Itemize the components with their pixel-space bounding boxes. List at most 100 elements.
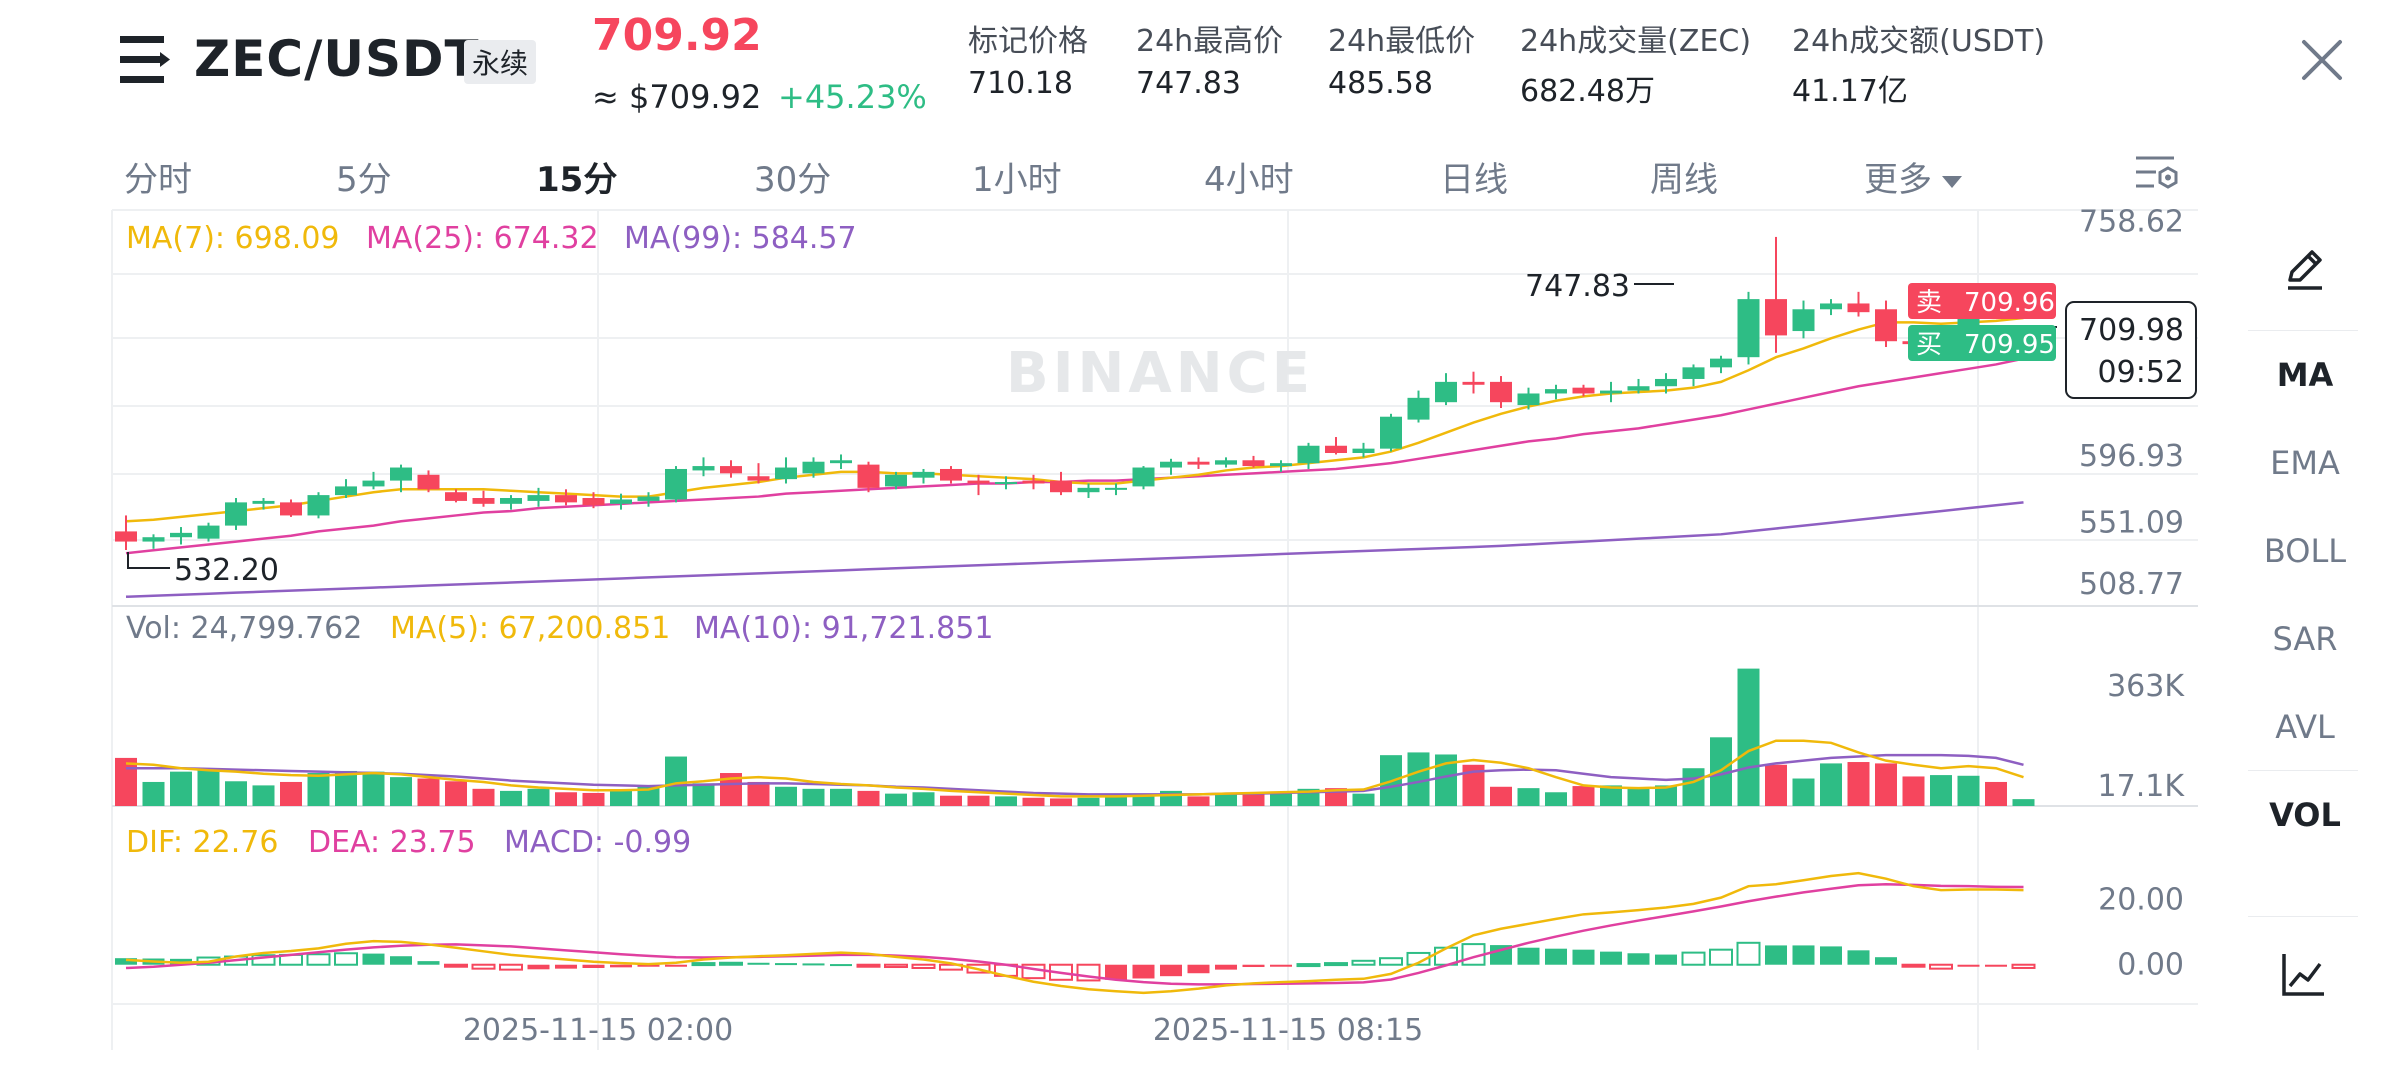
candle-body xyxy=(1380,416,1402,449)
candle xyxy=(940,466,962,484)
macd-bar xyxy=(2011,963,2036,969)
volume-ma-lines xyxy=(125,739,2024,798)
candle-body xyxy=(280,502,302,516)
volume-bar xyxy=(1187,796,1210,806)
volume-bar xyxy=(720,773,742,806)
tab-timeline[interactable]: 分时 xyxy=(124,160,192,200)
candle-body xyxy=(555,495,577,503)
countdown: 09:52 xyxy=(2098,355,2184,390)
candle xyxy=(1765,236,1787,353)
macd-bar xyxy=(1132,964,1155,979)
ask-price: 709.96 xyxy=(1964,288,2055,318)
low-marker-label: 532.20 xyxy=(174,553,279,588)
volume-bar xyxy=(1545,792,1567,806)
volume-bar xyxy=(1627,788,1650,806)
tab-4h[interactable]: 4小时 xyxy=(1204,160,1294,200)
macd-bar xyxy=(1875,957,1897,965)
ma99-line xyxy=(125,501,2024,598)
volume-bar xyxy=(1930,775,1952,806)
candle xyxy=(1545,384,1567,400)
macd-bar xyxy=(499,963,523,971)
volume-bar xyxy=(2012,799,2035,806)
candle-body xyxy=(1407,397,1430,420)
macd-bar xyxy=(637,964,660,967)
volume-bar xyxy=(1215,794,1237,806)
indicator-boll[interactable]: BOLL xyxy=(2263,532,2347,570)
change-percent: +45.23% xyxy=(778,78,927,116)
indicator-ema[interactable]: EMA xyxy=(2270,444,2340,482)
candle-body xyxy=(335,486,357,496)
macd-bar xyxy=(1985,964,2007,967)
macd-bar xyxy=(1627,953,1650,965)
indicator-sar[interactable]: SAR xyxy=(2272,620,2338,658)
tab-5m[interactable]: 5分 xyxy=(336,160,392,200)
indicator-vol[interactable]: VOL xyxy=(2269,796,2341,834)
turnover-24h-value: 41.17亿 xyxy=(1792,74,1908,109)
volume-bar xyxy=(1765,764,1787,806)
volume-bar xyxy=(885,793,907,806)
volume-bar xyxy=(637,786,660,806)
tab-more[interactable]: 更多 xyxy=(1864,152,1962,201)
candle-body xyxy=(747,476,770,481)
candle xyxy=(912,468,935,484)
macd-bar xyxy=(610,964,632,968)
price-tick: 758.62 xyxy=(2079,204,2184,239)
tab-daily[interactable]: 日线 xyxy=(1440,160,1508,200)
close-icon[interactable] xyxy=(2298,36,2346,84)
usd-price: ≈ $709.92 xyxy=(592,78,762,116)
chart-settings-icon[interactable] xyxy=(2134,154,2180,196)
candle xyxy=(747,463,770,484)
candle xyxy=(225,498,247,530)
candle xyxy=(802,457,825,478)
candle xyxy=(1077,483,1100,499)
candle xyxy=(335,479,357,499)
pair-title[interactable]: ZEC/USDT xyxy=(194,30,480,88)
x-label-2: 2025-11-15 08:15 xyxy=(1153,1013,1423,1048)
indicator-avl[interactable]: AVL xyxy=(2275,708,2335,746)
candle xyxy=(1682,364,1705,387)
candle xyxy=(1737,291,1760,365)
candle xyxy=(885,471,907,490)
candle-body xyxy=(1462,381,1485,385)
candle xyxy=(1490,376,1512,408)
mark-price-value: 710.18 xyxy=(968,66,1073,101)
volume-bar xyxy=(362,771,385,806)
macd-bar xyxy=(444,963,468,968)
dea-line xyxy=(125,882,2024,986)
ask-badge: 卖 709.96 xyxy=(1908,283,2056,319)
draw-pen-icon[interactable] xyxy=(2282,246,2328,292)
candle xyxy=(1655,373,1677,394)
candle xyxy=(582,492,605,509)
dea-legend: DEA: 23.75 xyxy=(308,825,476,860)
volume-bar xyxy=(912,792,935,806)
candle-body xyxy=(802,461,825,474)
macd-bar xyxy=(1709,948,1733,966)
macd-bar xyxy=(306,953,331,966)
tab-15m[interactable]: 15分 xyxy=(536,160,618,200)
indicator-ma[interactable]: MA xyxy=(2276,356,2334,394)
macd-bar xyxy=(1324,962,1348,967)
ma7-line xyxy=(125,316,2024,523)
volume-bar xyxy=(1985,781,2007,806)
macd-bar xyxy=(390,956,412,965)
volume-bar xyxy=(1022,797,1045,806)
macd-bar xyxy=(1517,947,1540,965)
chart-line-icon[interactable] xyxy=(2280,950,2328,998)
candle-body xyxy=(720,466,742,474)
kline-chart[interactable]: BINANCE 758.62 596.93 551.09 508.77 363K 17.1… xyxy=(0,0,2240,1080)
vol-ma5-line xyxy=(125,739,2024,798)
current-price: 709.98 xyxy=(2079,313,2184,348)
tab-1h[interactable]: 1小时 xyxy=(972,160,1062,200)
menu-icon[interactable] xyxy=(120,36,172,84)
macd-bar xyxy=(884,963,908,969)
volume-bars xyxy=(115,668,2035,806)
macd-bar xyxy=(1242,964,1265,968)
volume-bar xyxy=(1407,752,1430,806)
tab-weekly[interactable]: 周线 xyxy=(1650,160,1718,200)
candle xyxy=(610,493,632,510)
candle xyxy=(445,489,467,503)
candle-body xyxy=(885,474,907,487)
tab-30m[interactable]: 30分 xyxy=(754,160,832,200)
volume-bar xyxy=(1655,785,1677,806)
volume-bar xyxy=(747,781,770,806)
